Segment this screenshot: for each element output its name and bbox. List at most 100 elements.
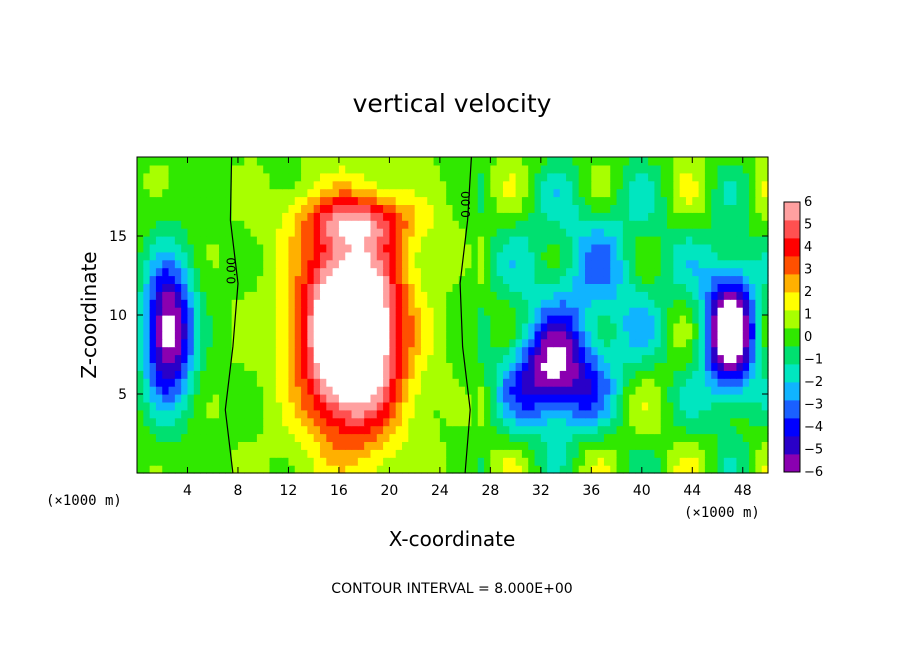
field-cell bbox=[439, 401, 447, 411]
field-cell bbox=[648, 251, 656, 261]
field-cell bbox=[269, 188, 277, 198]
field-cell bbox=[540, 378, 548, 387]
x-tick-label: 12 bbox=[280, 483, 298, 499]
field-cell bbox=[231, 164, 239, 174]
field-cell bbox=[749, 315, 756, 324]
field-cell bbox=[408, 330, 416, 340]
field-cell bbox=[439, 362, 447, 371]
field-cell bbox=[622, 338, 630, 348]
field-cell bbox=[181, 409, 189, 419]
field-cell bbox=[685, 465, 693, 474]
field-cell bbox=[585, 449, 592, 458]
field-cell bbox=[187, 307, 195, 316]
zero-contours: 0.000.00 bbox=[224, 156, 473, 474]
field-cell bbox=[143, 196, 151, 205]
field-cell bbox=[219, 243, 226, 253]
field-cell bbox=[200, 370, 208, 379]
field-cell bbox=[572, 220, 580, 229]
field-cell bbox=[162, 338, 170, 348]
field-cell bbox=[496, 220, 504, 229]
field-cell bbox=[155, 346, 163, 356]
field-cell bbox=[723, 267, 731, 277]
field-cell bbox=[641, 457, 649, 466]
field-cell bbox=[566, 417, 573, 427]
field-cell bbox=[566, 386, 573, 395]
field-cell bbox=[534, 315, 542, 324]
field-cell bbox=[206, 338, 214, 348]
field-cell bbox=[351, 394, 359, 403]
field-cell bbox=[376, 291, 384, 300]
field-cell bbox=[408, 417, 416, 427]
field-cell bbox=[319, 212, 327, 221]
field-cell bbox=[534, 330, 542, 340]
x-tick-label: 24 bbox=[431, 483, 449, 499]
field-cell bbox=[610, 275, 618, 284]
field-cell bbox=[446, 386, 454, 395]
field-cell bbox=[761, 425, 769, 435]
field-cell bbox=[383, 243, 390, 253]
field-cell bbox=[572, 362, 580, 371]
field-cell bbox=[219, 315, 226, 324]
field-cell bbox=[338, 307, 346, 316]
field-cell bbox=[137, 433, 144, 442]
field-cell bbox=[181, 172, 189, 182]
field-cell bbox=[648, 157, 656, 166]
field-cell bbox=[534, 180, 542, 190]
field-cell bbox=[711, 457, 719, 466]
field-cell bbox=[162, 354, 170, 363]
field-cell bbox=[641, 378, 649, 387]
field-cell bbox=[181, 362, 189, 371]
field-cell bbox=[540, 457, 548, 466]
field-cell bbox=[364, 180, 372, 190]
field-cell bbox=[439, 441, 447, 450]
field-cell bbox=[351, 275, 359, 284]
field-cell bbox=[332, 386, 340, 395]
field-cell bbox=[622, 267, 630, 277]
field-cell bbox=[641, 204, 649, 213]
field-cell bbox=[357, 259, 365, 269]
field-cell bbox=[288, 251, 296, 261]
field-cell bbox=[389, 243, 397, 253]
field-cell bbox=[282, 243, 290, 253]
field-cell bbox=[338, 394, 346, 403]
field-cell bbox=[338, 386, 346, 395]
field-cell bbox=[420, 433, 428, 442]
field-cell bbox=[200, 267, 208, 277]
field-cell bbox=[692, 172, 700, 182]
field-cell bbox=[540, 338, 548, 348]
field-cell bbox=[446, 449, 454, 458]
field-cell bbox=[345, 465, 353, 474]
field-cell bbox=[648, 236, 656, 245]
field-cell bbox=[275, 362, 283, 371]
colorbar-swatch bbox=[784, 436, 800, 455]
field-cell bbox=[307, 330, 315, 340]
field-cell bbox=[162, 433, 170, 442]
field-cell bbox=[288, 283, 296, 292]
field-cell bbox=[673, 164, 681, 174]
colorbar-label: 2 bbox=[804, 285, 812, 300]
field-cell bbox=[288, 457, 296, 466]
field-cell bbox=[137, 315, 144, 324]
field-cell bbox=[698, 220, 706, 229]
field-cell bbox=[585, 409, 592, 419]
field-cell bbox=[237, 164, 245, 174]
field-cell bbox=[427, 307, 435, 316]
field-cell bbox=[250, 291, 258, 300]
field-cell bbox=[446, 362, 454, 371]
field-cell bbox=[162, 220, 170, 229]
field-cell bbox=[275, 267, 283, 277]
field-cell bbox=[484, 188, 491, 198]
field-cell bbox=[515, 180, 523, 190]
field-cell bbox=[547, 401, 555, 411]
field-cell bbox=[711, 346, 719, 356]
field-cell bbox=[357, 378, 365, 387]
field-cell bbox=[534, 417, 542, 427]
field-cell bbox=[742, 354, 750, 363]
field-cell bbox=[414, 267, 422, 277]
field-cell bbox=[547, 307, 555, 316]
field-cell bbox=[200, 322, 208, 332]
field-cell bbox=[357, 394, 365, 403]
field-cell bbox=[597, 164, 605, 174]
field-cell bbox=[206, 188, 214, 198]
field-cell bbox=[332, 291, 340, 300]
